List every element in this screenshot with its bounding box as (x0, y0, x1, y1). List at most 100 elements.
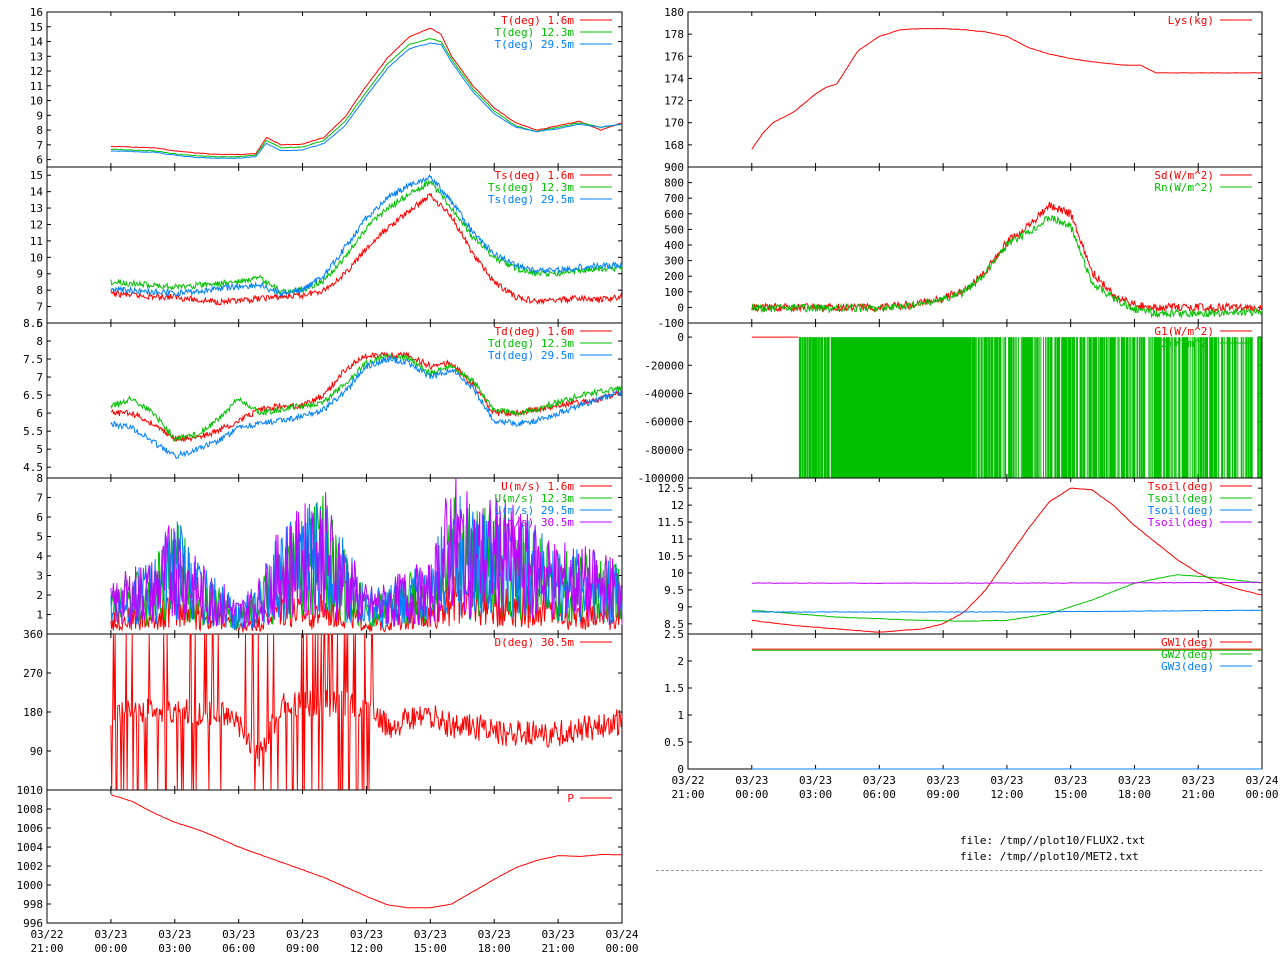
y-tick-label: 172 (664, 95, 684, 108)
file-line-met: file: /tmp//plot10/MET2.txt (960, 850, 1139, 863)
series-line-1-1 (110, 179, 623, 295)
legend-label: Lys(kg) (1168, 14, 1214, 27)
y-tick-label: 14 (30, 36, 44, 49)
legend-label: U(m/s) 1.6m (501, 480, 574, 493)
y-tick-label: 15 (30, 169, 43, 182)
y-tick-label: 1010 (17, 784, 44, 797)
y-tick-label: 90 (30, 745, 43, 758)
y-tick-label: 8 (36, 124, 43, 137)
x-tick-date: 03/22 (30, 928, 63, 941)
y-tick-label: 1008 (17, 803, 44, 816)
y-tick-label: 270 (23, 667, 43, 680)
y-tick-label: 8 (36, 284, 43, 297)
x-tick-date: 03/23 (990, 774, 1023, 787)
legend-label: Tsoil(deg) (1148, 492, 1214, 505)
x-tick-date: 03/23 (1118, 774, 1151, 787)
x-tick-date: 03/23 (350, 928, 383, 941)
y-tick-label: 4 (36, 550, 43, 563)
dashed-separator (656, 870, 1262, 871)
legend-label: Ts(deg) 1.6m (495, 169, 575, 182)
y-tick-label: -60000 (644, 416, 684, 429)
x-tick-time: 21:00 (671, 788, 704, 801)
legend-label: G2(W/m^2) (1154, 337, 1214, 350)
panel-frame-5 (46, 789, 623, 924)
series-line-6-0 (751, 27, 1263, 150)
y-tick-label: 8.5 (664, 618, 684, 631)
legend-label: Sd(W/m^2) (1154, 169, 1214, 182)
series-line-9-1 (751, 574, 1263, 622)
x-tick-time: 00:00 (94, 942, 127, 955)
x-tick-date: 03/23 (478, 928, 511, 941)
y-tick-label: 15 (30, 21, 43, 34)
y-tick-label: 1006 (17, 822, 44, 835)
x-tick-date: 03/23 (286, 928, 319, 941)
y-tick-label: 1000 (17, 879, 44, 892)
y-tick-label: 178 (664, 28, 684, 41)
y-tick-label: 13 (30, 202, 43, 215)
x-tick-date: 03/23 (735, 774, 768, 787)
legend-label: GW3(deg) (1161, 660, 1214, 673)
y-tick-label: 16 (30, 6, 43, 19)
x-tick-time: 12:00 (350, 942, 383, 955)
legend-label: GW1(deg) (1161, 636, 1214, 649)
series-line-0-0 (110, 27, 623, 156)
y-tick-label: 168 (664, 139, 684, 152)
series-line-1-2 (110, 174, 623, 298)
y-tick-label: 700 (664, 192, 684, 205)
y-tick-label: 600 (664, 208, 684, 221)
legend-label: G1(W/m^2) (1154, 325, 1214, 338)
series-line-2-1 (110, 353, 623, 442)
y-tick-label: 0 (677, 763, 684, 776)
y-tick-label: 10 (671, 567, 684, 580)
y-tick-label: 6 (36, 317, 43, 330)
x-tick-date: 03/23 (1182, 774, 1215, 787)
x-tick-time: 21:00 (542, 942, 575, 955)
y-tick-label: 6 (36, 407, 43, 420)
y-tick-label: 1 (677, 709, 684, 722)
y-tick-label: -100 (658, 317, 685, 330)
y-tick-label: 100 (664, 286, 684, 299)
x-tick-time: 18:00 (478, 942, 511, 955)
file-list: file: /tmp//plot10/FLUX2.txt file: /tmp/… (960, 833, 1145, 865)
legend-label: Td(deg) 29.5m (488, 349, 574, 362)
y-tick-label: 176 (664, 50, 684, 63)
y-tick-label: 9 (677, 601, 684, 614)
y-tick-label: 180 (664, 6, 684, 19)
y-tick-label: 7 (36, 301, 43, 314)
legend-label: P (567, 792, 574, 805)
y-tick-label: 1002 (17, 860, 44, 873)
y-tick-label: 9 (36, 268, 43, 281)
y-tick-label: 11 (671, 533, 684, 546)
y-tick-label: 8 (36, 472, 43, 485)
y-tick-label: 7 (36, 371, 43, 384)
y-tick-label: 6 (36, 511, 43, 524)
x-tick-date: 03/23 (94, 928, 127, 941)
x-tick-date: 03/23 (542, 928, 575, 941)
y-tick-label: 7 (36, 139, 43, 152)
legend-label: Td(deg) 12.3m (488, 337, 574, 350)
y-tick-label: 360 (23, 628, 43, 641)
y-tick-label: 500 (664, 223, 684, 236)
x-tick-time: 15:00 (414, 942, 447, 955)
y-tick-label: 1 (36, 609, 43, 622)
x-tick-date: 03/23 (222, 928, 255, 941)
y-tick-label: 2 (677, 655, 684, 668)
x-tick-time: 06:00 (222, 942, 255, 955)
y-tick-label: 174 (664, 72, 684, 85)
y-tick-label: -40000 (644, 387, 684, 400)
series-line-7-0 (751, 201, 1263, 313)
y-tick-label: 10 (30, 95, 43, 108)
y-tick-label: 998 (23, 898, 43, 911)
y-tick-label: 3 (36, 570, 43, 583)
y-tick-label: 400 (664, 239, 684, 252)
x-tick-time: 00:00 (605, 942, 638, 955)
x-tick-time: 18:00 (1118, 788, 1151, 801)
series-line-0-2 (110, 42, 623, 159)
x-tick-date: 03/23 (927, 774, 960, 787)
legend-label: U(m/s) 12.3m (495, 492, 575, 505)
legend-label: Tsoil(deg) (1148, 504, 1214, 517)
legend-label: Rn(W/m^2) (1154, 181, 1214, 194)
y-tick-label: 12 (30, 65, 43, 78)
x-tick-date: 03/23 (863, 774, 896, 787)
